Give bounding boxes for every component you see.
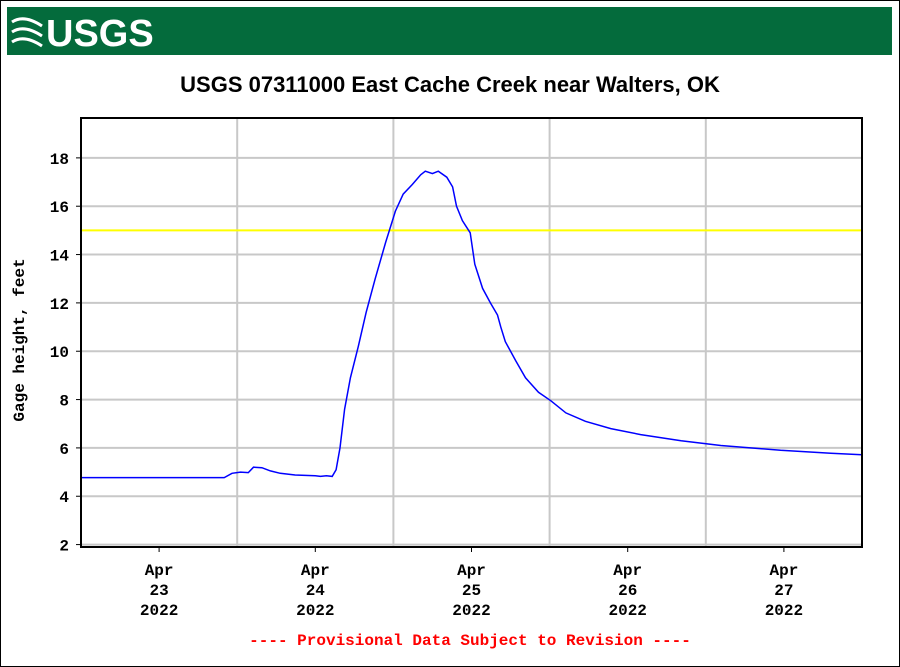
y-tick-label: 6 (59, 441, 69, 459)
y-tick-label: 16 (50, 199, 69, 217)
logo: USGS (46, 13, 154, 55)
y-tick-label: 2 (59, 538, 69, 556)
data-line (81, 170, 863, 479)
chart-title: USGS 07311000 East Cache Creek near Walt… (180, 72, 720, 97)
y-tick-label: 18 (50, 151, 69, 169)
y-tick-label: 8 (59, 393, 69, 411)
x-tick-label: Apr 24 2022 (296, 562, 334, 620)
y-tick-label: 12 (50, 296, 69, 314)
x-tick-label: Apr 26 2022 (608, 562, 646, 620)
y-axis-label: Gage height, feet (11, 258, 29, 421)
x-tick-label: Apr 23 2022 (140, 562, 178, 620)
y-tick-label: 4 (59, 489, 69, 507)
plot-border (80, 117, 863, 548)
header-bar (7, 7, 892, 55)
logo-waves (11, 17, 43, 48)
y-tick-label: 14 (50, 248, 70, 266)
footer-note: ---- Provisional Data Subject to Revisio… (249, 632, 691, 650)
x-tick-label: Apr 25 2022 (452, 562, 490, 620)
y-tick-label: 10 (50, 344, 69, 362)
x-tick-label: Apr 27 2022 (765, 562, 803, 620)
